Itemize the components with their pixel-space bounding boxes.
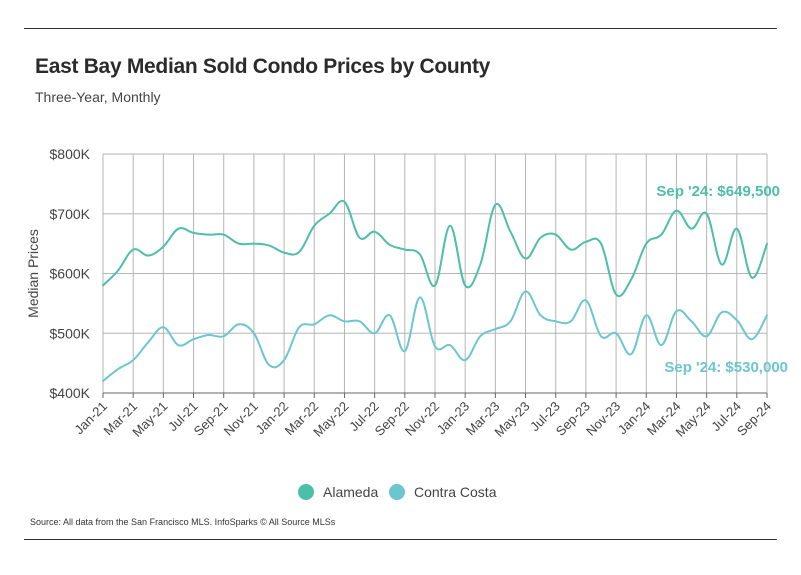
legend: Alameda Contra Costa xyxy=(298,484,497,500)
x-tick-label: Nov-22 xyxy=(402,399,442,439)
y-axis-label: Median Prices xyxy=(25,229,41,318)
x-tick-label: Nov-23 xyxy=(583,399,623,439)
series-line-alameda xyxy=(102,199,768,298)
x-tick-label: Nov-21 xyxy=(221,399,261,439)
bottom-rule xyxy=(24,539,777,540)
legend-swatch-contra-costa xyxy=(389,484,405,500)
legend-swatch-alameda xyxy=(298,484,314,500)
series-layer xyxy=(102,199,768,383)
y-tick-label: $600K xyxy=(50,266,91,282)
series-line-contra-costa xyxy=(102,290,768,383)
top-rule xyxy=(24,28,777,29)
annotation-alameda: Sep '24: $649,500 xyxy=(656,183,780,200)
y-tick-label: $800K xyxy=(50,146,91,162)
legend-label-contra-costa: Contra Costa xyxy=(414,484,497,500)
source-note: Source: All data from the San Francisco … xyxy=(30,517,336,527)
y-tick-label: $500K xyxy=(50,325,91,341)
annotations: Sep '24: $649,500 Sep '24: $530,000 xyxy=(656,183,788,376)
annotation-contra-costa: Sep '24: $530,000 xyxy=(664,359,788,376)
chart-title: East Bay Median Sold Condo Prices by Cou… xyxy=(35,55,491,78)
chart-subtitle: Three-Year, Monthly xyxy=(35,89,161,105)
y-tick-label: $400K xyxy=(50,385,91,401)
x-tick-label: Sep-24 xyxy=(734,399,774,439)
legend-label-alameda: Alameda xyxy=(323,484,378,500)
y-tick-label: $700K xyxy=(50,206,91,222)
grid-layer xyxy=(102,153,768,394)
